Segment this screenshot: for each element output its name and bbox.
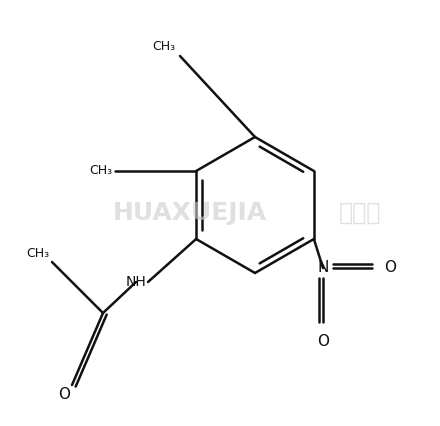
- Text: CH₃: CH₃: [26, 247, 49, 260]
- Text: CH₃: CH₃: [152, 40, 175, 53]
- Text: HUAXUEJIA: HUAXUEJIA: [113, 201, 267, 225]
- Text: O: O: [58, 387, 70, 402]
- Text: NH: NH: [125, 275, 146, 289]
- Text: 化学加: 化学加: [339, 201, 381, 225]
- Text: O: O: [384, 261, 396, 276]
- Text: CH₃: CH₃: [89, 164, 112, 178]
- Text: O: O: [317, 334, 329, 349]
- Text: N: N: [317, 261, 329, 276]
